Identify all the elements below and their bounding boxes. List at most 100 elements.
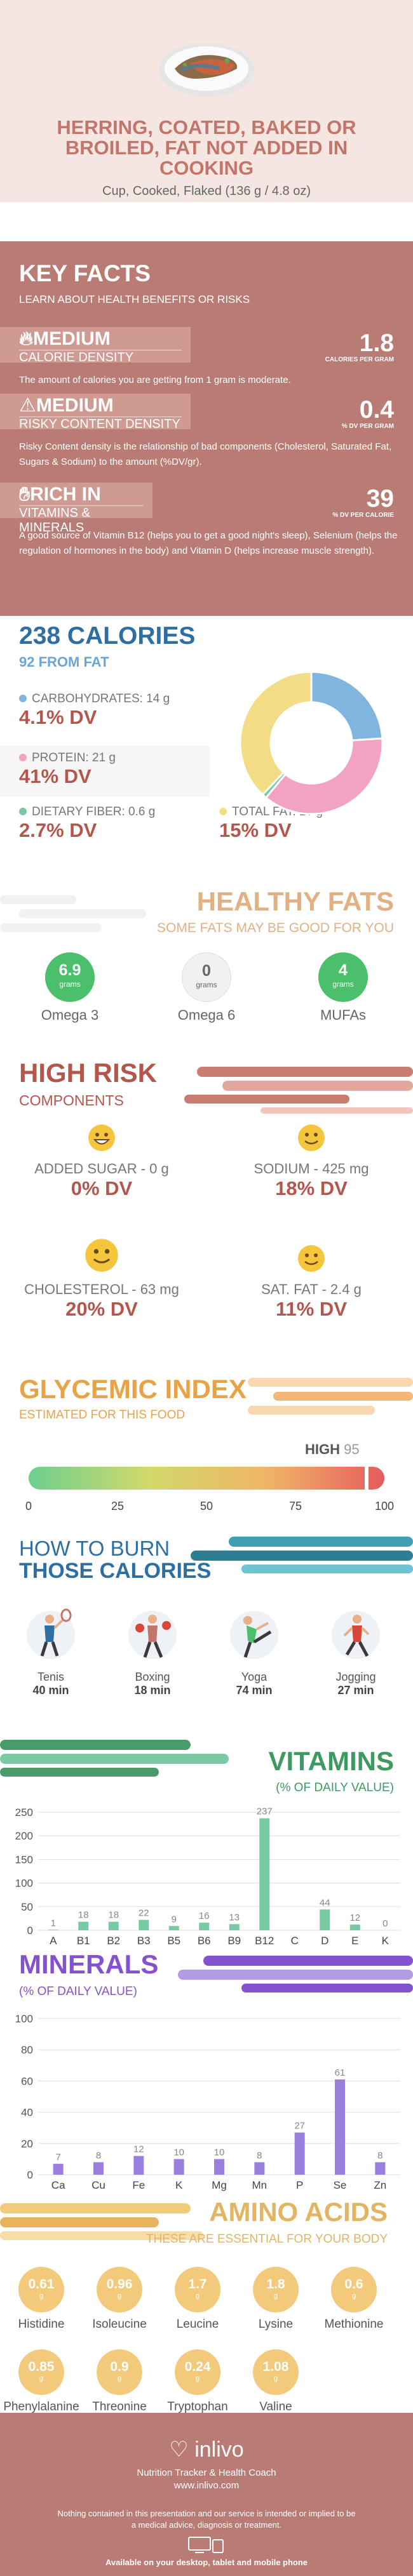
decorative-stripes <box>0 1740 229 1777</box>
mufas-value: 4 <box>339 961 348 979</box>
fiber-dv: 2.7% DV <box>19 819 97 841</box>
risk-cholesterol: CHOLESTEROL - 63 mg 20% DV <box>6 1238 197 1321</box>
amino-heading: AMINO ACIDS <box>209 2197 388 2227</box>
sat-fat-dv: 11% DV <box>275 1298 347 1320</box>
carbohydrates-label: CARBOHYDRATES: 14 g <box>32 692 170 705</box>
brand-name: inlivo <box>194 2438 244 2462</box>
y-tick-label: 150 <box>15 1853 33 1865</box>
amino-item: 0.6 g Methionine <box>316 2267 392 2332</box>
glycemic-marker <box>365 1460 369 1496</box>
heart-icon: ♡ <box>169 2438 189 2462</box>
bar-value-label: 12 <box>349 1912 360 1923</box>
smile-icon <box>298 1124 325 1151</box>
glycemic-subheading: ESTIMATED FOR THIS FOOD <box>19 1408 186 1422</box>
amino-label: Leucine <box>176 2318 219 2331</box>
x-tick-label: Se <box>334 2179 347 2191</box>
risky-content-unit: % DV PER GRAM <box>341 423 394 430</box>
amino-circle: 0.9 g <box>97 2349 142 2395</box>
key-facts-section: KEY FACTS LEARN ABOUT HEALTH BENEFITS OR… <box>0 241 413 616</box>
amino-circle: 1.08 g <box>253 2349 299 2395</box>
food-title: HERRING, COATED, BAKED OR BROILED, FAT N… <box>57 116 356 179</box>
protein-dot <box>19 754 27 761</box>
healthy-fats-subheading: SOME FATS MAY BE GOOD FOR YOU <box>156 921 394 935</box>
activity-jogging: Jogging 27 min <box>308 1606 403 1697</box>
activity-boxing: Boxing 18 min <box>105 1606 200 1697</box>
bar-value-label: 1 <box>51 1918 56 1928</box>
healthy-fats-heading: HEALTHY FATS <box>196 886 394 916</box>
amino-label: Lysine <box>258 2318 294 2331</box>
amino-circle: 1.8 g <box>253 2267 299 2312</box>
amino-unit: g <box>39 2292 44 2300</box>
risky-content-description: Risky Content density is the relationshi… <box>19 441 392 467</box>
glycemic-heading: GLYCEMIC INDEX <box>19 1374 247 1404</box>
x-tick-label: Cu <box>91 2179 105 2191</box>
cholesterol-label: CHOLESTEROL - 63 mg <box>24 1281 179 1297</box>
warning-icon: ⚠︎MEDIUM <box>19 395 114 416</box>
risky-content-level: MEDIUM <box>36 395 114 416</box>
calories-heading: 238 CALORIES <box>19 622 196 650</box>
amino-circle: 0.24 g <box>175 2349 220 2395</box>
yoga-icon <box>230 1611 278 1659</box>
high-risk-subheading: COMPONENTS <box>19 1092 124 1109</box>
calorie-density-tag: 🔥︎MEDIUM CALORIE DENSITY <box>0 327 191 364</box>
glycemic-index-section: GLYCEMIC INDEX ESTIMATED FOR THIS FOOD H… <box>0 1365 413 1530</box>
burn-heading-2: THOSE CALORIES <box>19 1559 212 1583</box>
mufas-label: MUFAs <box>320 1007 367 1023</box>
amino-value: 0.61 <box>28 2277 55 2292</box>
fat-mufas: 4 grams MUFAs <box>280 952 407 1024</box>
risky-content-tag: ⚠︎MEDIUM RISKY CONTENT DENSITY <box>0 394 191 431</box>
vitamins-minerals-level: RICH IN <box>30 484 101 505</box>
brand-logo[interactable]: ♡ inlivo <box>0 2437 413 2462</box>
bar-b12 <box>259 1818 270 1930</box>
sodium-label: SODIUM - 425 mg <box>254 1161 369 1177</box>
y-tick-label: 50 <box>21 1901 33 1913</box>
minerals-bar-chart: 0 20 40 60 80 100 7 Ca 8 Cu 12 Fe 10 K 10 Mg 8 Mn 27 P 61 Se 8… <box>15 2013 400 2191</box>
amino-unit: g <box>351 2292 356 2300</box>
omega-6-label: Omega 6 <box>177 1007 236 1023</box>
decorative-stripes <box>191 1537 413 1573</box>
bar-value-label: 22 <box>139 1908 149 1919</box>
activity-tennis: Tenis 40 min <box>3 1606 98 1697</box>
risk-sodium: SODIUM - 425 mg 18% DV <box>216 1124 407 1200</box>
amino-value: 1.7 <box>188 2277 207 2292</box>
x-tick-label: B12 <box>255 1935 274 1947</box>
glycemic-scale-bar <box>29 1467 384 1490</box>
bar-value-label: 44 <box>320 1897 330 1908</box>
vitamins-heading: VITAMINS <box>268 1746 394 1776</box>
decorative-stripes <box>184 1067 413 1114</box>
calorie-density-level: MEDIUM <box>33 328 111 349</box>
bar-k <box>173 2159 184 2175</box>
vitamins-minerals-description: A good source of Vitamin B12 (helps you … <box>19 530 398 556</box>
bar-value-label: 16 <box>199 1911 210 1921</box>
fat-omega-3: 6.9 grams Omega 3 <box>6 952 133 1024</box>
bar-p <box>294 2132 305 2175</box>
high-risk-heading: HIGH RISK <box>19 1058 158 1088</box>
amino-unit: g <box>117 2375 122 2382</box>
amino-label: Histidine <box>18 2318 65 2331</box>
x-tick-label: Ca <box>51 2179 65 2191</box>
bar-ca <box>53 2163 64 2175</box>
amino-value: 0.24 <box>184 2359 211 2374</box>
omega-6-value: 0 <box>202 962 211 980</box>
tennis-icon <box>27 1608 75 1659</box>
amino-unit: g <box>195 2375 200 2382</box>
donut-slice-total-fat <box>239 671 313 796</box>
brand-url[interactable]: www.inlivo.com <box>173 2480 240 2491</box>
bar-value-label: 18 <box>78 1910 89 1921</box>
glycemic-tick: 50 <box>200 1500 213 1512</box>
vitamins-bar-chart: 0 50 100 150 200 250 1 A 18 B1 18 B2 22 B3 9 B5 16 B6 13 B9… <box>15 1806 400 1947</box>
bar-value-label: 8 <box>377 2150 383 2161</box>
bar-zn <box>375 2162 386 2175</box>
y-tick-label: 0 <box>27 1925 33 1937</box>
x-tick-label: B3 <box>137 1935 151 1947</box>
mufas-unit: grams <box>332 980 354 989</box>
jogging-minutes: 27 min <box>337 1684 374 1697</box>
added-sugar-dv: 0% DV <box>71 1177 133 1199</box>
amino-value: 0.6 <box>344 2277 363 2292</box>
macro-protein: PROTEIN: 21 g 41% DV <box>0 746 210 797</box>
x-tick-label: B5 <box>167 1935 180 1947</box>
x-tick-label: C <box>291 1935 299 1947</box>
boxing-label: Boxing <box>135 1671 170 1683</box>
tennis-minutes: 40 min <box>32 1684 69 1697</box>
bar-value-label: 0 <box>383 1918 388 1929</box>
